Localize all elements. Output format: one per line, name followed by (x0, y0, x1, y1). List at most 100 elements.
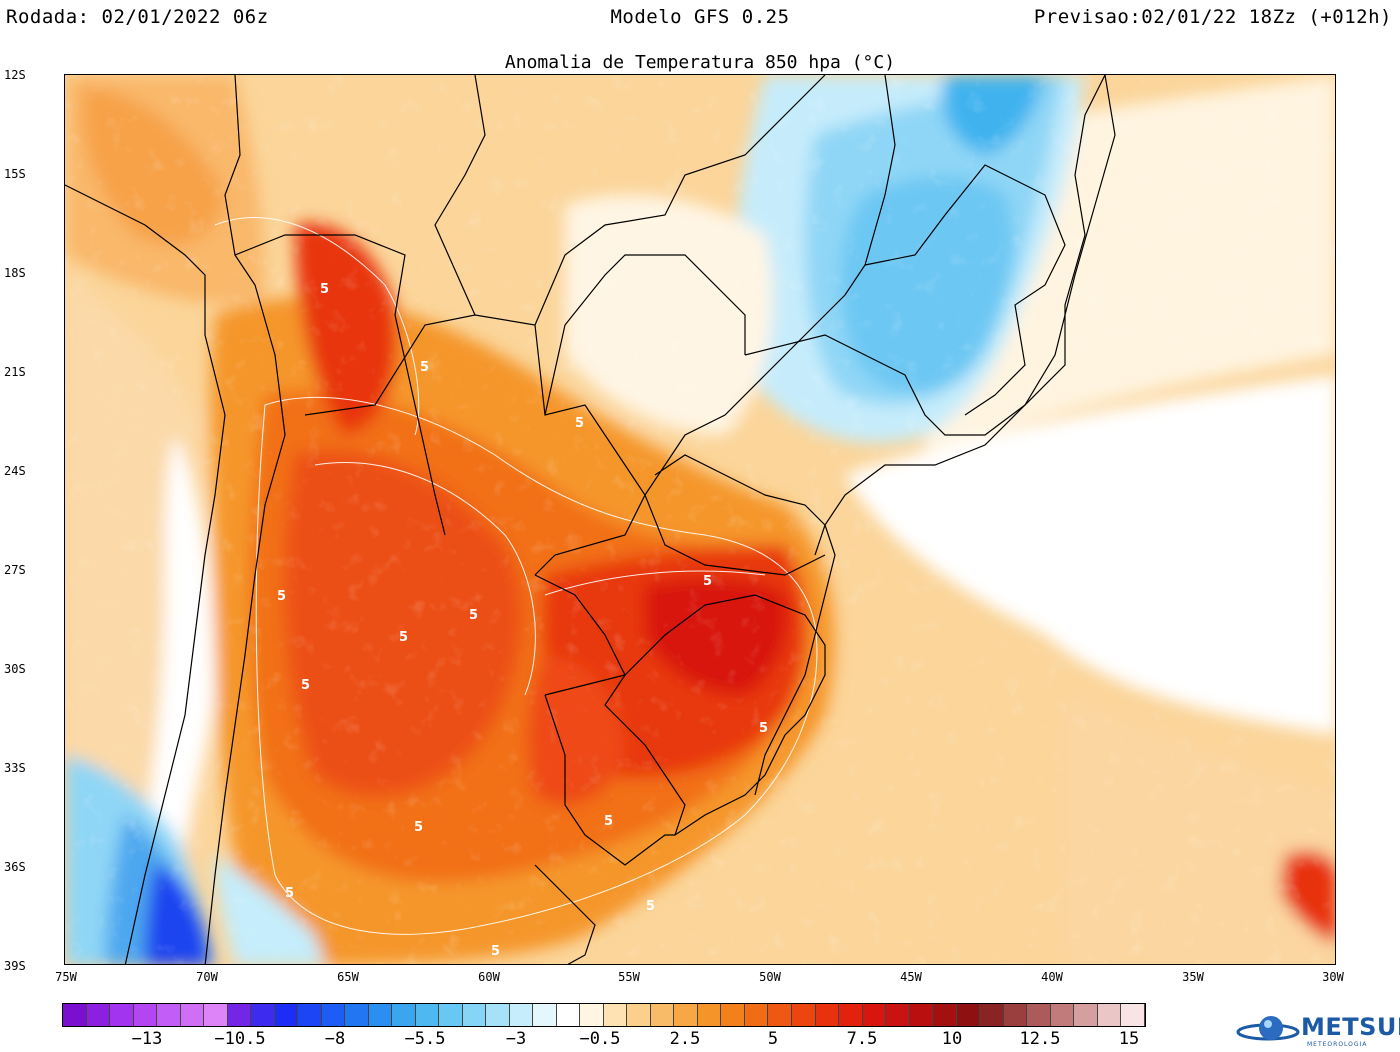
colorbar-label: −13 (131, 1029, 163, 1049)
colorbar-swatch (509, 1004, 534, 1026)
colorbar-swatch (157, 1004, 181, 1026)
colorbar-swatch (839, 1004, 863, 1026)
colorbar-label: −0.5 (579, 1029, 621, 1049)
lat-label-12s: 12S (4, 68, 26, 82)
contour-label: 5 (703, 574, 712, 589)
contour-label: 5 (301, 678, 310, 693)
contour-label: 5 (604, 814, 613, 829)
contour-label: 5 (491, 944, 500, 959)
run-date-label: Rodada: 02/01/2022 06z (6, 6, 269, 28)
lat-label-15s: 15S (4, 167, 26, 181)
colorbar-swatch (1003, 1004, 1028, 1026)
lon-label-75w: 75W (55, 970, 77, 984)
lat-label-36s: 36S (4, 860, 26, 874)
colorbar-swatch (110, 1004, 134, 1026)
colorbar-swatch (580, 1004, 604, 1026)
colorbar-swatch (1121, 1004, 1145, 1026)
colorbar-swatch (345, 1004, 369, 1026)
colorbar-swatch (439, 1004, 463, 1026)
colorbar-swatch (486, 1004, 510, 1026)
colorbar-label: −3 (505, 1029, 527, 1049)
lon-label-40w: 40W (1041, 970, 1063, 984)
colorbar-label: 10 (941, 1029, 963, 1049)
colorbar-swatch (886, 1004, 910, 1026)
lon-label-45w: 45W (900, 970, 922, 984)
colorbar-swatch (1097, 1004, 1122, 1026)
colorbar-swatch (791, 1004, 816, 1026)
colorbar-swatch (603, 1004, 628, 1026)
colorbar-swatch (415, 1004, 440, 1026)
contour-label: 5 (646, 899, 655, 914)
colorbar-label: 15 (1118, 1029, 1140, 1049)
colorbar-label: −5.5 (404, 1029, 446, 1049)
colorbar-swatch (980, 1004, 1004, 1026)
logo-subtitle: METEOROLOGIA (1307, 1041, 1368, 1048)
colorbar-swatch (956, 1004, 981, 1026)
temperature-anomaly-map: 5 5 5 5 5 5 5 5 5 5 5 5 5 5 (64, 74, 1336, 965)
colorbar-swatch (909, 1004, 934, 1026)
colorbar-label: −8 (324, 1029, 346, 1049)
colorbar-label: 2.5 (669, 1029, 701, 1049)
contour-label: 5 (575, 416, 584, 431)
colorbar-swatch (556, 1004, 581, 1026)
colorbar (62, 1003, 1146, 1027)
colorbar-swatch (650, 1004, 675, 1026)
colorbar-swatch (933, 1004, 957, 1026)
colorbar-swatch (133, 1004, 158, 1026)
lat-label-27s: 27S (4, 563, 26, 577)
contour-label: 5 (277, 589, 286, 604)
colorbar-swatch (533, 1004, 557, 1026)
colorbar-swatch (227, 1004, 252, 1026)
globe-icon (1236, 1016, 1300, 1041)
lat-label-33s: 33S (4, 761, 26, 775)
contour-labels: 5 5 5 5 5 5 5 5 5 5 5 5 5 5 (277, 282, 768, 959)
lon-label-55w: 55W (618, 970, 640, 984)
forecast-label: Previsao:02/01/22 18Zz (+012h) (1033, 6, 1392, 28)
colorbar-label: 7.5 (846, 1029, 878, 1049)
model-label: Modelo GFS 0.25 (610, 6, 790, 28)
colorbar-swatch (862, 1004, 887, 1026)
lat-label-30s: 30S (4, 662, 26, 676)
colorbar-swatch (321, 1004, 346, 1026)
colorbar-swatch (627, 1004, 651, 1026)
country-boundaries (65, 75, 1116, 964)
colorbar-swatch (721, 1004, 745, 1026)
colorbar-swatch (86, 1004, 111, 1026)
colorbar-swatch (815, 1004, 840, 1026)
contour-label: 5 (469, 608, 478, 623)
colorbar-swatch (1074, 1004, 1098, 1026)
colorbar-swatch (251, 1004, 275, 1026)
colorbar-swatch (744, 1004, 769, 1026)
colorbar-swatch (368, 1004, 393, 1026)
anomaly-field: 5 5 5 5 5 5 5 5 5 5 5 5 5 5 (65, 75, 1335, 964)
logo-name: METSUL (1301, 1013, 1400, 1041)
contour-label: 5 (399, 630, 408, 645)
map-title: Anomalia de Temperatura 850 hpa (°C) (504, 52, 896, 73)
lat-label-24s: 24S (4, 464, 26, 478)
contour-lines (214, 217, 818, 935)
metsul-logo: METSUL METEOROLOGIA (1235, 1006, 1400, 1052)
colorbar-swatch (392, 1004, 416, 1026)
colorbar-swatch (63, 1004, 87, 1026)
colorbar-swatch (768, 1004, 792, 1026)
colorbar-swatch (204, 1004, 228, 1026)
lat-label-39s: 39S (4, 959, 26, 973)
colorbar-label: −10.5 (214, 1029, 266, 1049)
colorbar-swatch (298, 1004, 322, 1026)
lon-label-60w: 60W (478, 970, 500, 984)
lat-label-18s: 18S (4, 266, 26, 280)
lon-label-65w: 65W (337, 970, 359, 984)
lon-label-30w: 30W (1322, 970, 1344, 984)
contour-label: 5 (414, 820, 423, 835)
colorbar-swatch (697, 1004, 722, 1026)
colorbar-swatch (1050, 1004, 1075, 1026)
colorbar-swatch (674, 1004, 698, 1026)
texture-overlay (65, 75, 1335, 964)
colorbar-swatch (1027, 1004, 1051, 1026)
colorbar-swatch (274, 1004, 299, 1026)
contour-label: 5 (285, 886, 294, 901)
contour-label: 5 (759, 721, 768, 736)
colorbar-swatch (462, 1004, 487, 1026)
contour-label: 5 (320, 282, 329, 297)
lon-label-35w: 35W (1182, 970, 1204, 984)
